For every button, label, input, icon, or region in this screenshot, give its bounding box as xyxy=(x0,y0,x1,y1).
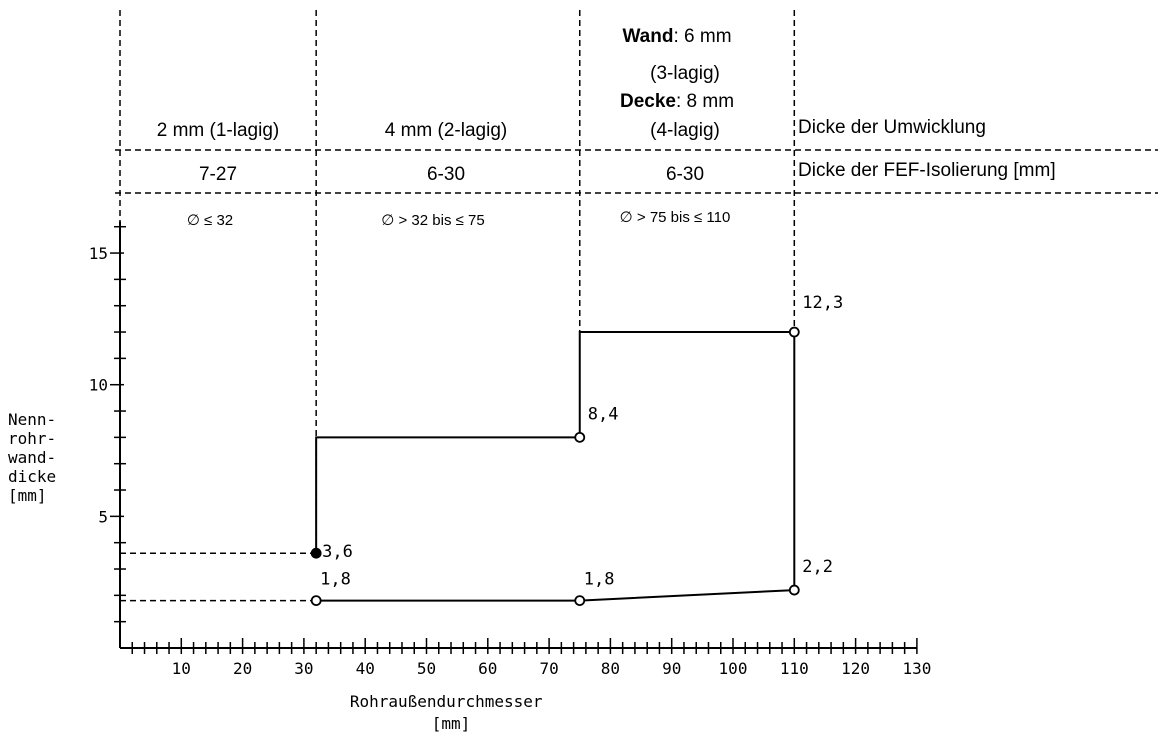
x-tick-label: 100 xyxy=(719,659,748,678)
data-point-marker xyxy=(310,595,322,607)
data-point-label: 3,6 xyxy=(322,542,353,562)
data-point-label: 1,8 xyxy=(320,570,351,590)
x-axis-title: Rohraußendurchmesser [mm] xyxy=(350,692,552,733)
data-point-marker xyxy=(574,595,586,607)
y-axis-title-line: rohr- xyxy=(8,429,56,448)
row1-label: Dicke der Umwicklung xyxy=(798,117,986,138)
x-tick-label: 90 xyxy=(662,659,681,678)
zone2-wrap-label: 4 mm (2-lagig) xyxy=(385,120,507,141)
x-axis-title-line-2: [mm] xyxy=(432,714,471,733)
zone3-ceiling-value: : 8 mm xyxy=(676,91,734,112)
y-axis-title-line: dicke xyxy=(8,467,56,486)
data-point-marker xyxy=(574,431,586,443)
data-point-label: 8,4 xyxy=(588,404,619,424)
data-point-label: 2,2 xyxy=(802,557,833,577)
x-tick-label: 50 xyxy=(417,659,436,678)
data-point-label: 1,8 xyxy=(584,570,615,590)
x-tick-label: 80 xyxy=(601,659,620,678)
data-point-marker xyxy=(310,547,322,559)
data-point-marker xyxy=(788,584,800,596)
row3-range-2: ∅ > 32 bis ≤ 75 xyxy=(381,212,484,229)
x-axis-title-line-1: Rohraußendurchmesser xyxy=(350,692,543,711)
x-tick-label: 30 xyxy=(294,659,313,678)
x-tick-label: 70 xyxy=(539,659,558,678)
x-tick-label: 120 xyxy=(841,659,870,678)
lower-boundary-line xyxy=(316,589,795,602)
zone3-wall-bold: Wand xyxy=(622,26,673,47)
x-tick-label: 110 xyxy=(780,659,809,678)
y-tick-label: 10 xyxy=(89,376,108,395)
data-point-marker xyxy=(788,326,800,338)
zone3-ceiling-line: Decke: 8 mm xyxy=(620,91,734,112)
x-tick-label: 40 xyxy=(356,659,375,678)
row2-value-3: 6-30 xyxy=(666,164,704,185)
x-tick-label: 20 xyxy=(233,659,252,678)
y-tick-label: 15 xyxy=(89,244,108,263)
row2-label: Dicke der FEF-Isolierung [mm] xyxy=(798,160,1056,181)
x-tick-label: 10 xyxy=(172,659,191,678)
data-point-label: 12,3 xyxy=(802,293,843,313)
y-axis-title-line: [mm] xyxy=(8,486,47,505)
y-axis-title-line: wand- xyxy=(8,448,56,467)
zone3-ceiling-bold: Decke xyxy=(620,91,676,112)
x-tick-label: 60 xyxy=(478,659,497,678)
row3-range-3: ∅ > 75 bis ≤ 110 xyxy=(620,209,731,226)
row3-range-1: ∅ ≤ 32 xyxy=(187,212,233,229)
zone1-wrap-label: 2 mm (1-lagig) xyxy=(157,120,279,141)
zone3-ceiling-layers: (4-lagig) xyxy=(650,120,720,141)
x-tick-label: 130 xyxy=(902,659,931,678)
upper-boundary-line xyxy=(315,331,796,591)
row2-value-2: 6-30 xyxy=(427,164,465,185)
y-axis-title: Nenn-rohr-wand-dicke [mm] xyxy=(8,410,56,505)
y-tick-label: 5 xyxy=(98,507,108,526)
y-axis-title-line: Nenn- xyxy=(8,410,56,429)
plot-layer: 5 10 15 10 20 30 40 50 60 70 80 90 100 110 120 130 1,8 1,… xyxy=(89,10,931,678)
zone3-wall-value: : 6 mm xyxy=(673,26,731,47)
zone3-wall-layers: (3-lagig) xyxy=(650,63,720,84)
zone3-wall-line: Wand: 6 mm xyxy=(622,26,731,47)
row2-value-1: 7-27 xyxy=(199,164,237,185)
